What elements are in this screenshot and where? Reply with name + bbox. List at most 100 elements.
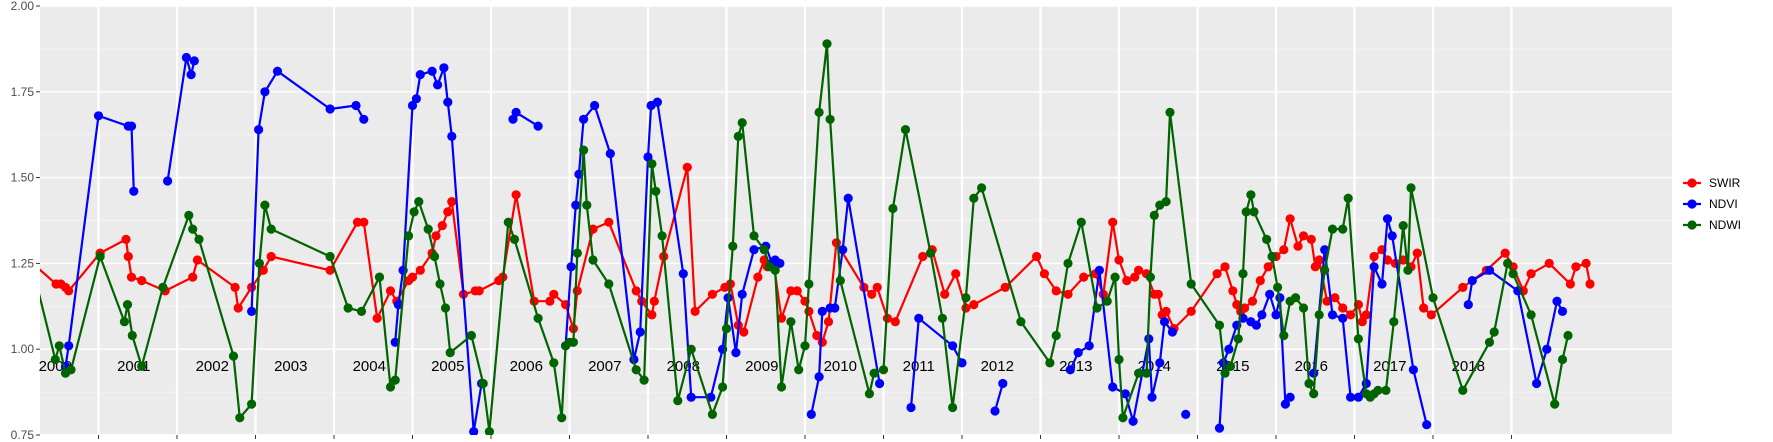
data-point-swir [753,272,763,282]
data-point-ndvi [254,125,264,135]
data-point-ndwi [572,248,582,258]
data-point-ndvi [1320,245,1330,255]
data-point-ndvi [163,176,173,186]
data-point-ndwi [1145,272,1155,282]
data-point-ndwi [582,200,592,210]
data-point-ndwi [228,351,239,361]
data-point-ndwi [374,272,385,282]
data-point-ndwi [440,303,451,313]
series-line-ndvi [993,383,1004,412]
y-tick-label: 2.00 [11,0,35,13]
data-point-ndwi [266,224,276,234]
y-tick-label: 1.25 [11,256,35,270]
data-point-swir [407,272,418,282]
data-point-ndwi [1484,337,1495,347]
data-point-ndwi [158,282,168,292]
data-point-ndvi [775,258,785,268]
legend-label-ndvi: NDVI [1709,197,1738,211]
data-point-ndvi [605,149,615,159]
series-line-ndvi [909,317,963,408]
data-point-swir [812,330,822,341]
data-point-ndwi [1304,378,1314,389]
data-point-ndwi [343,303,353,313]
data-point-swir [1338,303,1348,313]
data-point-ndvi [814,372,824,382]
data-point-ndvi [1084,341,1094,351]
data-point-ndwi [835,276,845,286]
data-point-ndwi [1214,320,1225,330]
data-point-swir [415,265,425,275]
data-point-ndwi [509,234,520,244]
data-point-ndwi [1338,224,1348,234]
data-point-ndwi [1291,293,1301,303]
data-point-swir [817,337,827,347]
data-point-ndwi [1220,368,1230,378]
data-point-ndwi [122,300,133,310]
data-point-ndvi [998,378,1008,389]
data-point-swir [1346,310,1356,320]
data-point-swir [372,313,382,323]
data-point-ndvi [415,70,425,80]
data-point-ndvi [469,427,479,435]
data-point-ndwi [878,365,889,375]
data-point-ndvi [325,104,335,114]
data-point-swir [1122,276,1132,286]
legend-key-point [1687,199,1697,209]
data-point-swir [1039,269,1049,279]
data-point-ndvi [508,114,518,124]
data-point-swir [1330,293,1340,303]
data-point-swir [1186,306,1196,316]
data-point-ndvi [1265,289,1275,299]
data-point-ndwi [639,375,649,385]
data-point-ndvi [1167,327,1177,337]
data-point-swir [823,317,834,327]
data-point-ndvi [1159,317,1170,327]
data-point-ndvi [1463,300,1473,310]
major-gridlines [40,5,1672,436]
data-point-ndwi [557,413,567,423]
data-point-swir [1361,310,1371,320]
data-point-swir [1134,265,1144,275]
data-point-swir [786,286,796,296]
data-point-swir [1306,234,1316,244]
data-point-swir [123,251,133,262]
year-label: 2012 [981,358,1014,375]
data-point-swir [804,306,814,316]
data-point-ndwi [969,193,979,203]
data-point-ndwi [977,183,987,193]
data-point-swir [1571,262,1581,272]
data-point-swir [867,289,877,299]
data-point-ndwi [825,114,835,124]
data-point-swir [1240,303,1250,313]
year-label: 2011 [903,358,935,375]
legend-key-point [1687,220,1697,230]
minor-gridlines [40,48,1672,393]
data-point-ndwi [864,389,875,399]
data-point-ndwi [737,118,747,128]
data-point-ndwi [1508,269,1518,279]
data-point-ndwi [869,368,879,378]
data-point-ndwi [127,330,137,341]
data-point-swir [1263,262,1273,272]
data-point-ndvi [686,392,696,402]
data-point-ndwi [466,330,476,341]
data-point-ndvi [1346,392,1356,402]
data-point-swir [437,221,447,231]
legend-label-swir: SWIR [1709,176,1741,190]
data-point-ndwi [119,317,129,327]
data-point-swir [126,272,137,282]
data-point-ndvi [1181,409,1191,419]
data-point-ndwi [707,409,718,419]
series-ndwi [40,39,1573,435]
data-point-ndvi [652,97,663,107]
data-point-ndwi [888,203,898,214]
data-point-ndvi [1271,310,1281,320]
data-point-swir [1298,231,1309,241]
data-point-ndvi [511,107,521,117]
data-point-ndvi [948,341,958,351]
data-point-swir [258,265,268,275]
data-point-swir [192,255,202,265]
data-point-swir [188,272,198,282]
data-point-ndvi [906,402,916,413]
data-point-ndwi [390,375,400,385]
